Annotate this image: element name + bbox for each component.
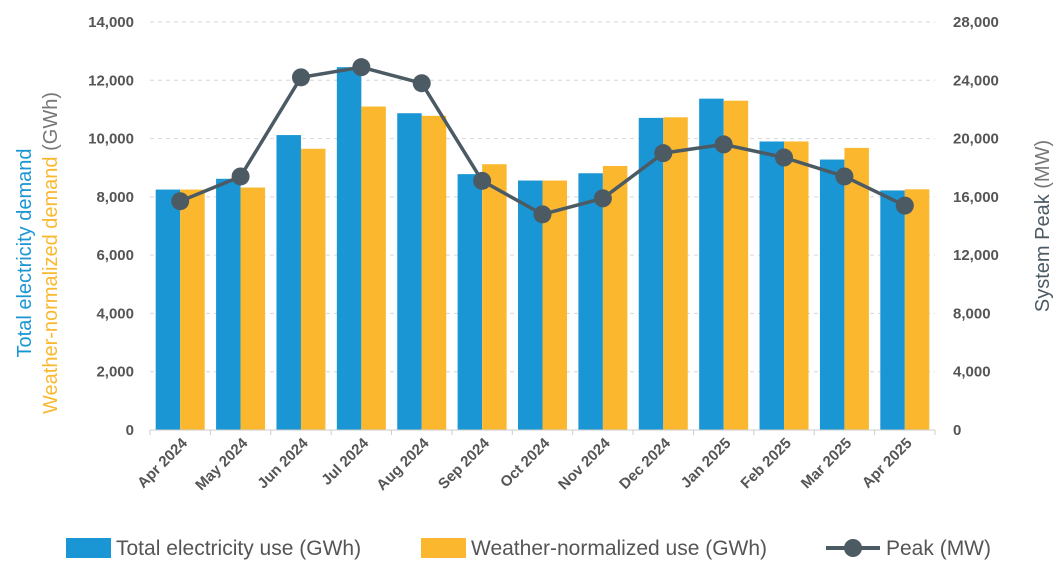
x-tick-label: Jul 2024 — [318, 434, 372, 488]
y-left-title-text: Weather-normalized demand — [40, 156, 62, 414]
bar-weather-normalized — [361, 106, 386, 430]
x-tick-label: Oct 2024 — [497, 434, 554, 491]
legend-label-total-use: Total electricity use (GWh) — [116, 537, 361, 560]
x-tick-label: Mar 2025 — [798, 435, 855, 492]
peak-line — [171, 58, 914, 224]
legend-swatch-total-use — [66, 538, 111, 558]
legend-label-peak: Peak (MW) — [886, 537, 991, 560]
peak-point — [714, 135, 733, 154]
bar-total-use — [638, 117, 664, 430]
x-tick-label: Apr 2025 — [859, 435, 916, 492]
x-tick-label: Jun 2024 — [254, 434, 312, 492]
bar-total-use — [880, 190, 905, 430]
bar-weather-normalized — [300, 148, 326, 430]
y-right-tick-label: 12,000 — [953, 247, 999, 264]
peak-point — [835, 167, 854, 186]
bar-weather-normalized — [723, 100, 749, 430]
peak-point — [654, 144, 673, 163]
y-left-title-unit: (GWh) — [40, 92, 62, 156]
bar-total-use — [457, 174, 483, 430]
y-left-tick-label: 4,000 — [96, 305, 134, 322]
y-right-title-unit: (MW) — [1032, 140, 1054, 194]
bar-total-use — [336, 67, 362, 431]
peak-point — [775, 148, 794, 167]
bars — [155, 67, 930, 431]
bar-weather-normalized — [904, 189, 930, 430]
y-left-tick-label: 2,000 — [96, 364, 134, 381]
bar-total-use — [216, 178, 241, 430]
bar-total-use — [699, 98, 724, 430]
peak-point — [895, 196, 914, 215]
legend-swatch-weather-normalized — [421, 538, 466, 558]
bar-total-use — [276, 135, 301, 430]
y-right-tick-label: 24,000 — [953, 72, 999, 89]
bar-weather-normalized — [482, 164, 507, 430]
y-left-tick-label: 12,000 — [88, 72, 134, 89]
bar-weather-normalized — [421, 115, 447, 430]
peak-point — [533, 205, 552, 224]
bar-weather-normalized — [240, 187, 266, 430]
y-right-tick-label: 0 — [953, 422, 961, 439]
y-left-tick-label: 14,000 — [88, 14, 134, 31]
y-left-tick-label: 6,000 — [96, 247, 134, 264]
y-right-tick-label: 28,000 — [953, 14, 999, 31]
legend-label-weather-normalized: Weather-normalized use (GWh) — [471, 537, 767, 560]
y-right-tick-label: 4,000 — [953, 364, 991, 381]
peak-point — [291, 68, 310, 87]
legend-marker-peak — [844, 539, 862, 557]
y-left-tick-label: 0 — [126, 422, 134, 439]
bar-total-use — [819, 159, 845, 430]
bar-total-use — [155, 189, 181, 430]
legend: Total electricity use (GWh) Weather-norma… — [66, 537, 991, 560]
bar-weather-normalized — [784, 141, 809, 430]
bar-total-use — [397, 113, 422, 431]
x-tick-label: May 2024 — [192, 434, 252, 494]
peak-point — [231, 167, 250, 186]
bar-weather-normalized — [663, 117, 688, 430]
y-left-title-line2: Weather-normalized demand (GWh) — [40, 92, 62, 414]
y-left-title-line1: Total electricity demand — [14, 149, 36, 358]
bar-total-use — [759, 141, 785, 430]
x-tick-label: Sep 2024 — [435, 434, 493, 492]
x-tick-label: Jan 2025 — [678, 435, 735, 492]
x-tick-label: Apr 2024 — [134, 434, 191, 491]
y-right-tick-label: 16,000 — [953, 189, 999, 206]
x-tick-label: Dec 2024 — [616, 434, 674, 492]
peak-point — [171, 192, 190, 211]
x-tick-label: Aug 2024 — [373, 434, 433, 494]
bar-weather-normalized — [602, 165, 628, 431]
peak-point — [412, 74, 431, 93]
bar-total-use — [578, 173, 603, 430]
y-axis-right-title: System Peak (MW) — [1032, 140, 1054, 312]
x-tick-label: Feb 2025 — [737, 435, 794, 492]
peak-point — [473, 171, 492, 190]
bar-weather-normalized — [180, 189, 205, 430]
y-right-title-text: System Peak — [1032, 193, 1054, 312]
y-left-tick-label: 8,000 — [96, 189, 134, 206]
bar-weather-normalized — [844, 147, 869, 430]
peak-point — [593, 189, 612, 208]
y-axis-left-title: Total electricity demand Weather-normaliz… — [14, 92, 62, 414]
x-tick-label: Nov 2024 — [555, 434, 614, 493]
y-right-title: System Peak (MW) — [1032, 140, 1054, 312]
y-right-tick-label: 8,000 — [953, 305, 991, 322]
y-right-tick-label: 20,000 — [953, 131, 999, 148]
peak-point — [352, 58, 371, 77]
y-left-tick-label: 10,000 — [88, 131, 134, 148]
